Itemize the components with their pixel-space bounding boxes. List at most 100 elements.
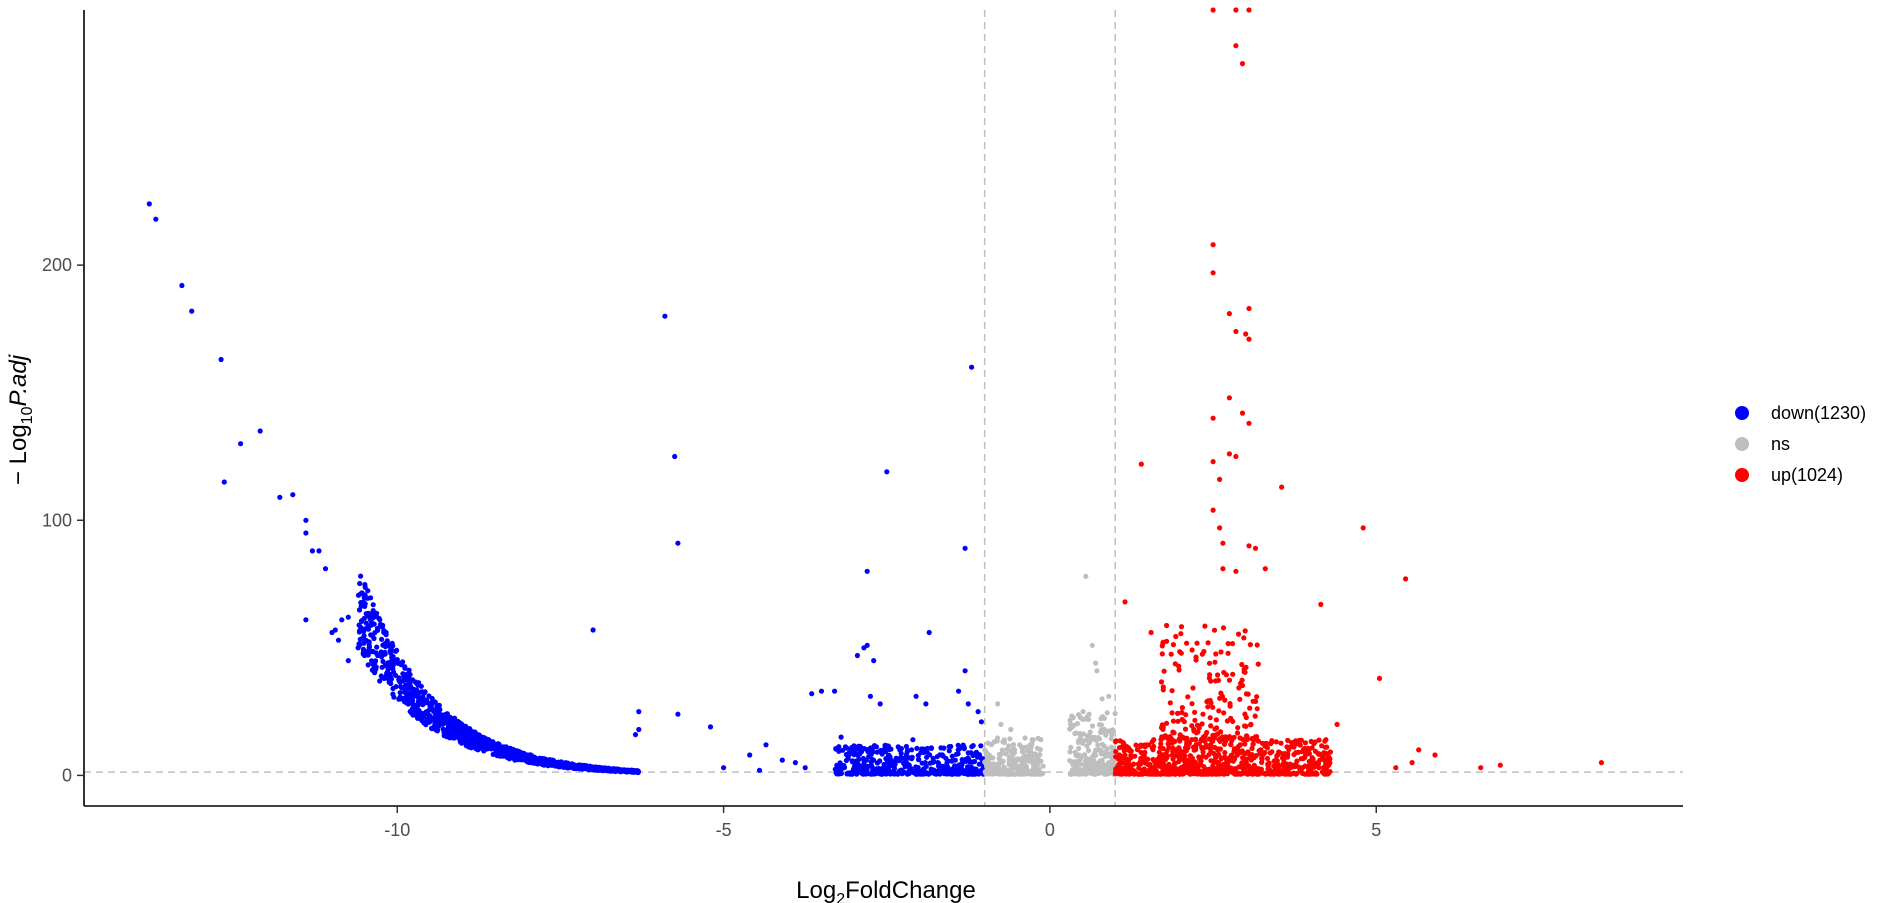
point-up — [1208, 723, 1214, 729]
point-up — [1183, 712, 1189, 718]
point-up — [1168, 651, 1174, 657]
point-up — [1210, 242, 1216, 248]
point-down — [873, 767, 880, 773]
point-down — [277, 494, 283, 500]
point-up — [1393, 765, 1399, 771]
point-up — [1211, 759, 1217, 765]
point-down — [949, 753, 955, 759]
point-up — [1291, 744, 1297, 750]
point-ns — [1080, 709, 1086, 715]
point-up — [1207, 746, 1213, 752]
point-up — [1309, 771, 1315, 777]
point-up — [1226, 311, 1232, 317]
legend-label-down: down(1230) — [1771, 403, 1866, 423]
point-up — [1138, 760, 1144, 766]
point-up — [1217, 763, 1223, 769]
point-up — [1175, 718, 1181, 724]
point-up — [1171, 762, 1177, 768]
point-ns — [991, 761, 997, 767]
point-up — [1315, 750, 1321, 757]
point-up — [1598, 760, 1604, 766]
point-down — [303, 517, 309, 523]
point-up — [1311, 741, 1317, 747]
point-up — [1251, 762, 1257, 769]
point-down — [867, 693, 874, 699]
point-up — [1309, 745, 1315, 751]
point-down — [818, 688, 825, 694]
point-up — [1222, 697, 1228, 703]
point-down — [525, 752, 531, 758]
point-up — [1208, 700, 1214, 706]
point-down — [146, 201, 152, 207]
point-up — [1185, 740, 1191, 746]
point-up — [1164, 622, 1170, 629]
point-down — [893, 757, 900, 763]
point-down — [358, 624, 364, 631]
point-up — [1178, 624, 1185, 630]
point-up — [1159, 764, 1165, 771]
point-up — [1200, 711, 1206, 717]
point-up — [1219, 755, 1225, 761]
point-down — [345, 658, 351, 664]
point-up — [1243, 714, 1249, 721]
point-down — [501, 752, 507, 758]
point-up — [1281, 762, 1287, 769]
point-up — [1237, 735, 1243, 741]
point-up — [1210, 7, 1216, 13]
point-down — [940, 753, 946, 759]
point-down — [391, 669, 397, 675]
point-up — [1273, 756, 1279, 763]
point-ns — [1099, 757, 1105, 764]
point-up — [1217, 476, 1223, 482]
point-ns — [1074, 770, 1081, 776]
point-down — [569, 763, 576, 769]
point-down — [369, 633, 376, 639]
point-up — [1218, 690, 1224, 696]
point-down — [303, 530, 309, 536]
point-down — [358, 573, 364, 579]
point-up — [1142, 749, 1148, 756]
point-ns — [1082, 752, 1088, 758]
point-up — [1194, 722, 1201, 728]
point-up — [1196, 754, 1202, 760]
point-down — [303, 617, 309, 623]
point-up — [1262, 566, 1268, 572]
point-ns — [1096, 722, 1103, 728]
point-up — [1167, 700, 1173, 706]
point-down — [885, 763, 891, 769]
point-up — [1246, 770, 1252, 776]
point-up — [1247, 642, 1253, 648]
point-ns — [997, 752, 1003, 758]
point-down — [367, 616, 373, 623]
point-up — [1148, 629, 1154, 636]
point-up — [1318, 601, 1324, 608]
point-up — [1173, 633, 1179, 640]
x-axis-title-rest: FoldChange — [845, 877, 976, 903]
point-up — [1233, 328, 1239, 335]
point-down — [864, 642, 870, 648]
point-up — [1228, 757, 1234, 764]
point-down — [500, 748, 506, 754]
point-down — [316, 548, 322, 554]
point-down — [451, 729, 457, 735]
point-down — [456, 736, 462, 742]
point-up — [1243, 331, 1249, 337]
point-up — [1170, 718, 1177, 724]
point-down — [393, 684, 399, 690]
point-up — [1248, 721, 1254, 727]
point-up — [1198, 758, 1204, 764]
point-down — [437, 715, 443, 721]
point-down — [910, 737, 916, 743]
point-down — [309, 548, 315, 554]
point-up — [1246, 7, 1252, 13]
point-up — [1283, 753, 1289, 759]
point-up — [1252, 713, 1258, 719]
point-up — [1259, 740, 1265, 746]
point-down — [365, 626, 371, 632]
point-down — [978, 719, 985, 725]
point-up — [1210, 270, 1216, 276]
point-up — [1220, 540, 1226, 546]
point-down — [427, 706, 433, 712]
point-down — [936, 763, 942, 769]
